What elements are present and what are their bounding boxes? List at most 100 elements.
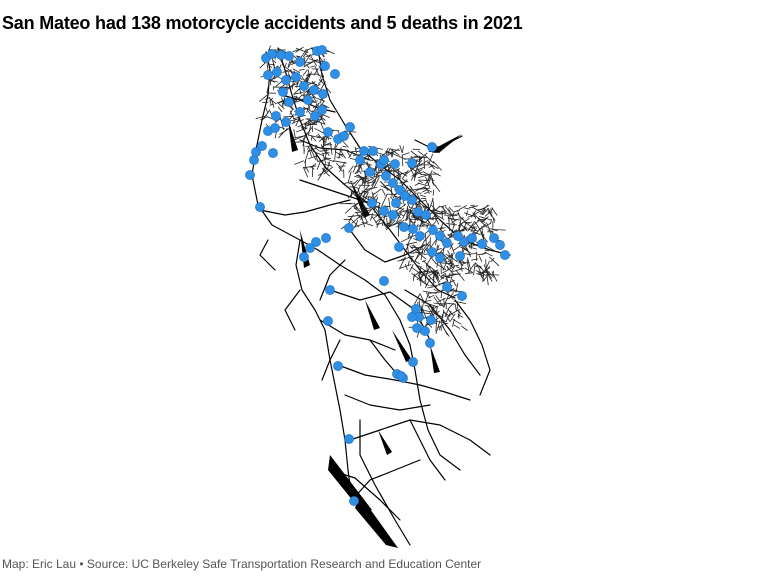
accident-point[interactable] — [281, 117, 291, 127]
accident-point[interactable] — [325, 285, 335, 295]
accident-point[interactable] — [407, 158, 417, 168]
accident-point[interactable] — [489, 233, 499, 243]
accident-point[interactable] — [333, 361, 343, 371]
urban-street — [300, 75, 306, 83]
accident-point[interactable] — [270, 123, 280, 133]
accident-point[interactable] — [428, 225, 438, 235]
accident-point[interactable] — [500, 250, 510, 260]
county-map[interactable] — [0, 40, 780, 550]
accident-point[interactable] — [309, 85, 319, 95]
accident-point[interactable] — [268, 148, 278, 158]
accident-point[interactable] — [477, 239, 487, 249]
accident-point[interactable] — [457, 291, 467, 301]
accident-point[interactable] — [321, 233, 331, 243]
accident-point[interactable] — [442, 238, 452, 248]
accident-point[interactable] — [323, 127, 333, 137]
urban-street — [297, 119, 305, 122]
accident-point[interactable] — [426, 315, 436, 325]
accident-point[interactable] — [368, 146, 378, 156]
accident-point[interactable] — [349, 496, 359, 506]
accident-point[interactable] — [427, 247, 437, 257]
accident-point[interactable] — [310, 111, 320, 121]
accident-point[interactable] — [355, 155, 365, 165]
accident-point[interactable] — [323, 316, 333, 326]
accident-point[interactable] — [317, 45, 327, 55]
urban-street — [419, 321, 425, 327]
urban-street — [489, 207, 494, 214]
accident-point[interactable] — [284, 97, 294, 107]
accident-point[interactable] — [396, 371, 406, 381]
accident-points[interactable] — [245, 45, 510, 506]
accident-point[interactable] — [381, 171, 391, 181]
accident-point[interactable] — [281, 75, 291, 85]
map-container[interactable] — [0, 40, 780, 550]
accident-point[interactable] — [251, 147, 261, 157]
accident-point[interactable] — [344, 223, 354, 233]
accident-point[interactable] — [303, 95, 313, 105]
accident-point[interactable] — [330, 69, 340, 79]
accident-point[interactable] — [435, 253, 445, 263]
accident-point[interactable] — [467, 233, 477, 243]
accident-point[interactable] — [399, 222, 409, 232]
accident-point[interactable] — [420, 326, 430, 336]
accident-point[interactable] — [305, 243, 315, 253]
accident-point[interactable] — [320, 61, 330, 71]
accident-point[interactable] — [391, 198, 401, 208]
accident-point[interactable] — [495, 240, 505, 250]
accident-point[interactable] — [339, 131, 349, 141]
accident-point[interactable] — [407, 195, 417, 205]
accident-point[interactable] — [379, 155, 389, 165]
urban-street — [310, 65, 315, 68]
accident-point[interactable] — [255, 202, 265, 212]
accident-point[interactable] — [394, 242, 404, 252]
accident-point[interactable] — [388, 178, 398, 188]
accident-point[interactable] — [425, 338, 435, 348]
accident-point[interactable] — [284, 51, 294, 61]
accident-point[interactable] — [344, 434, 354, 444]
accident-point[interactable] — [311, 237, 321, 247]
accident-point[interactable] — [317, 105, 327, 115]
urban-street — [279, 127, 292, 135]
accident-point[interactable] — [408, 357, 418, 367]
accident-point[interactable] — [318, 89, 328, 99]
accident-point[interactable] — [267, 49, 277, 59]
urban-street — [438, 297, 446, 302]
accident-point[interactable] — [388, 210, 398, 220]
accident-point[interactable] — [435, 231, 445, 241]
accident-point[interactable] — [455, 251, 465, 261]
accident-point[interactable] — [415, 231, 425, 241]
accident-point[interactable] — [263, 70, 273, 80]
accident-point[interactable] — [427, 142, 437, 152]
accident-point[interactable] — [291, 72, 301, 82]
accident-point[interactable] — [379, 206, 389, 216]
accident-point[interactable] — [421, 210, 431, 220]
accident-point[interactable] — [453, 231, 463, 241]
accident-point[interactable] — [390, 159, 400, 169]
urban-street — [484, 269, 493, 282]
accident-point[interactable] — [408, 224, 418, 234]
accident-point[interactable] — [379, 276, 389, 286]
accident-point[interactable] — [299, 252, 309, 262]
accident-point[interactable] — [299, 81, 309, 91]
accident-point[interactable] — [278, 87, 288, 97]
accident-point[interactable] — [442, 282, 452, 292]
accident-point[interactable] — [295, 107, 305, 117]
urban-street — [424, 275, 427, 282]
urban-street — [353, 205, 357, 210]
urban-street — [432, 189, 435, 196]
urban-street — [348, 214, 354, 223]
accident-point[interactable] — [359, 146, 369, 156]
urban-street — [255, 115, 268, 120]
accident-point[interactable] — [407, 312, 417, 322]
accident-point[interactable] — [295, 57, 305, 67]
accident-point[interactable] — [272, 67, 282, 77]
accident-point[interactable] — [245, 170, 255, 180]
urban-street — [453, 209, 461, 213]
accident-point[interactable] — [367, 198, 377, 208]
accident-point[interactable] — [345, 122, 355, 132]
accident-point[interactable] — [271, 111, 281, 121]
accident-point[interactable] — [249, 155, 259, 165]
accident-point[interactable] — [365, 167, 375, 177]
accident-point[interactable] — [459, 237, 469, 247]
accident-point[interactable] — [257, 141, 267, 151]
